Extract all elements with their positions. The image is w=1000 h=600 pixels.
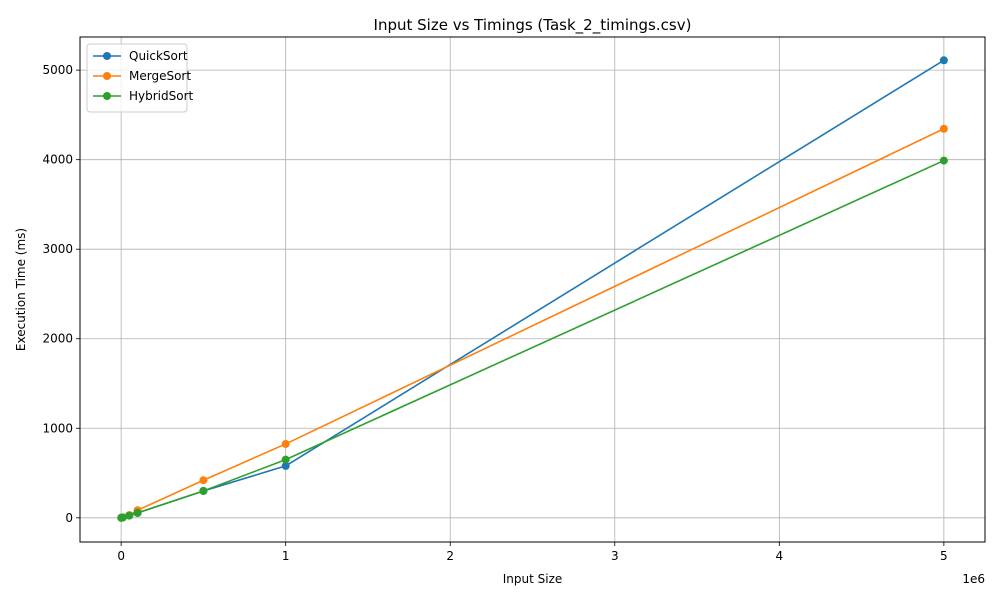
data-point-quicksort xyxy=(281,461,290,470)
data-point-mergesort xyxy=(939,124,948,133)
series-markers xyxy=(117,56,948,522)
plot-area xyxy=(80,37,985,542)
legend-label-quicksort: QuickSort xyxy=(129,49,188,63)
y-tick-label: 5000 xyxy=(42,63,73,77)
legend-box xyxy=(86,43,188,113)
y-tick-label: 4000 xyxy=(42,153,73,167)
data-point-hybridsort xyxy=(118,513,127,522)
x-tick-label: 2 xyxy=(446,549,454,563)
data-point-hybridsort xyxy=(125,511,134,520)
legend-label-mergesort: MergeSort xyxy=(129,69,191,83)
plot-frame xyxy=(79,36,986,543)
legend-label-hybridsort: HybridSort xyxy=(129,89,194,103)
x-tick-label: 5 xyxy=(940,549,948,563)
x-tick-label: 3 xyxy=(611,549,619,563)
chart-title: Input Size vs Timings (Task_2_timings.cs… xyxy=(374,16,692,35)
y-axis-label: Execution Time (ms) xyxy=(14,228,28,351)
legend: QuickSort MergeSort HybridSort xyxy=(86,43,194,113)
data-point-hybridsort xyxy=(939,156,948,165)
data-point-mergesort xyxy=(281,439,290,448)
data-point-hybridsort xyxy=(133,508,142,517)
legend-marker-mergesort xyxy=(103,72,111,80)
y-axis-ticks: 0 1000 2000 3000 4000 5000 xyxy=(42,63,80,525)
legend-marker-quicksort xyxy=(103,52,111,60)
x-tick-label: 0 xyxy=(117,549,125,563)
data-point-quicksort xyxy=(939,56,948,65)
grid-lines xyxy=(80,37,985,542)
x-tick-label: 1 xyxy=(282,549,290,563)
data-point-hybridsort xyxy=(199,486,208,495)
y-tick-label: 1000 xyxy=(42,421,73,435)
legend-marker-hybridsort xyxy=(103,92,111,100)
x-axis-ticks: 0 1 2 3 4 5 xyxy=(117,542,948,563)
y-tick-label: 2000 xyxy=(42,332,73,346)
x-tick-label: 4 xyxy=(775,549,783,563)
data-point-mergesort xyxy=(199,476,208,485)
y-tick-label: 3000 xyxy=(42,242,73,256)
x-axis-label: Input Size xyxy=(503,572,563,586)
y-tick-label: 0 xyxy=(65,511,73,525)
data-point-hybridsort xyxy=(281,455,290,464)
x-axis-offset-label: 1e6 xyxy=(962,572,985,586)
